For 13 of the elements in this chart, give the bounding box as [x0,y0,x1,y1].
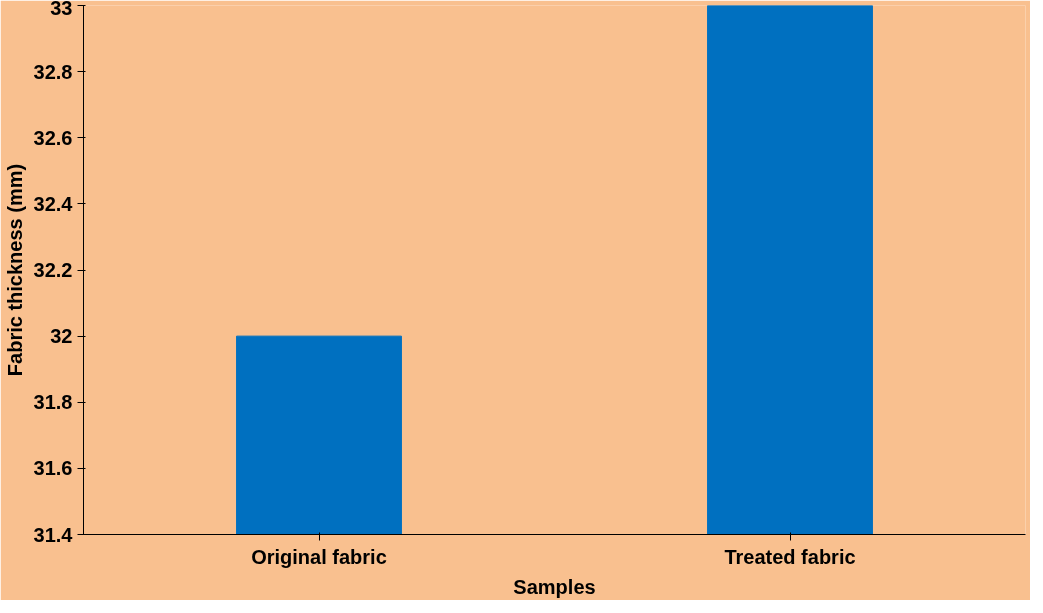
y-tick-label: 31.4 [33,523,74,546]
y-tick-label: 33 [50,0,73,19]
x-tick-label: Treated fabric [724,545,856,568]
y-tick-label: 32.4 [33,192,74,215]
x-axis-title: Samples [513,575,596,598]
y-tick-label: 32.6 [33,126,73,149]
y-tick-label: 32.2 [33,259,73,281]
y-axis-title: Fabric thickness (mm) [3,163,26,377]
y-tick-label: 31.8 [33,391,73,414]
y-tick-label: 32 [50,325,73,348]
y-tick-label: 32.8 [33,60,73,83]
y-tick-label: 31.6 [33,457,73,480]
x-tick-label: Original fabric [251,545,387,568]
